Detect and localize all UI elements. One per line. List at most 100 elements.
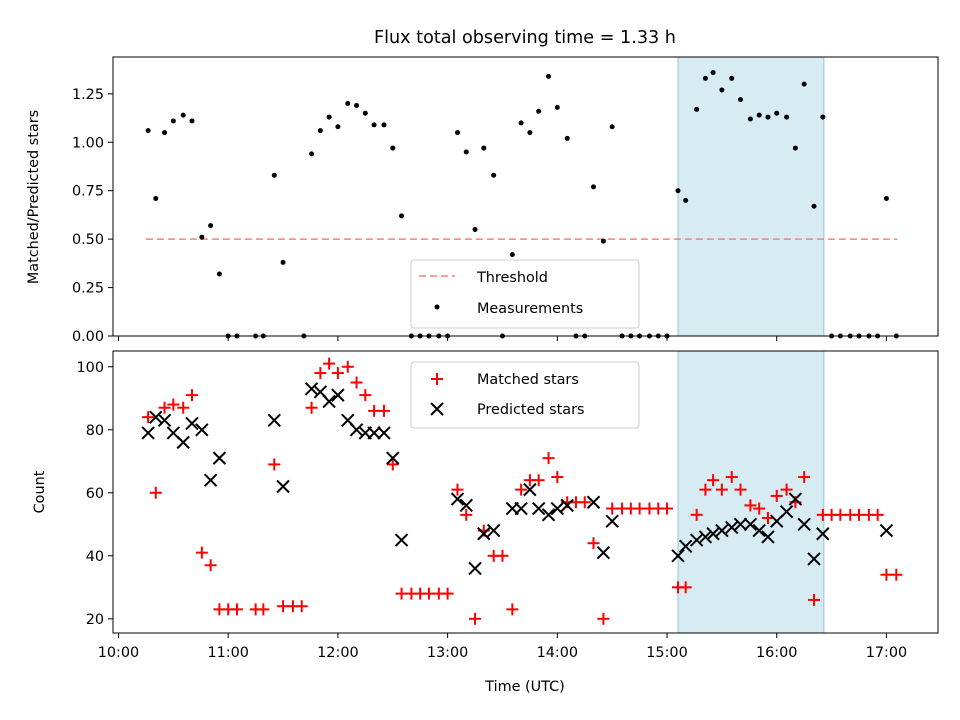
- predicted-star-point: [203, 473, 218, 487]
- measurement-point: [317, 128, 323, 134]
- matched-star-point: [167, 398, 180, 411]
- matched-star-point: [158, 401, 171, 414]
- predicted-star-point: [879, 523, 894, 538]
- measurement-point: [162, 130, 168, 136]
- measurement-point: [719, 87, 725, 93]
- matched-star-point: [734, 483, 747, 496]
- predicted-star-point: [349, 423, 364, 437]
- matched-star-point: [359, 389, 372, 402]
- measurement-point: [600, 238, 606, 244]
- matched-star-point: [753, 502, 766, 515]
- matched-star-point: [469, 612, 482, 625]
- matched-star-point: [798, 471, 811, 484]
- threshold-legend-label: Threshold: [476, 270, 548, 286]
- predicted-star-point: [367, 426, 381, 440]
- predicted-star-point: [586, 495, 601, 509]
- predicted-star-point: [779, 504, 794, 519]
- measurement-point: [784, 114, 790, 120]
- matched-star-point: [871, 508, 884, 521]
- predicted-star-point: [715, 523, 729, 538]
- matched-star-point: [451, 483, 464, 496]
- measurement-point: [472, 226, 478, 232]
- measurement-point: [675, 188, 681, 194]
- bottom-y-tick-label: 40: [86, 549, 104, 565]
- matched-star-point: [460, 508, 473, 521]
- measurement-point: [820, 114, 826, 120]
- chart-title: Flux total observing time = 1.33 h: [374, 28, 676, 48]
- matched-star-point: [177, 401, 190, 414]
- matched-star-point: [441, 587, 454, 600]
- matched-star-point: [808, 593, 821, 606]
- measurement-point: [774, 110, 780, 116]
- measurement-point: [536, 108, 542, 114]
- bottom-legend: Matched stars Predicted stars: [410, 361, 640, 429]
- matched-star-point: [305, 401, 318, 414]
- predicted-legend-marker: [430, 402, 444, 416]
- measurement-point: [326, 114, 332, 120]
- top-legend: Threshold Measurements: [410, 259, 640, 329]
- predicted-star-point: [541, 508, 556, 522]
- measurement-point: [591, 184, 597, 190]
- measurement-point: [564, 135, 570, 141]
- matched-star-point: [715, 483, 728, 496]
- predicted-star-point: [560, 498, 574, 513]
- x-tick-label: 10:00: [98, 645, 139, 661]
- bottom-axis-ticks: 10:00 11:00 12:00 13:00 14:00 15:00 16:00 17:00…: [77, 360, 908, 661]
- predicted-star-point: [743, 517, 758, 532]
- matched-star-point: [331, 367, 344, 380]
- matched-star-point: [725, 471, 738, 484]
- predicted-star-point: [531, 501, 546, 516]
- measurement-point: [738, 97, 744, 103]
- top-legend-box: [410, 259, 640, 329]
- predicted-star-point: [212, 451, 227, 465]
- predicted-star-point: [450, 492, 465, 506]
- matched-star-point: [323, 357, 336, 370]
- x-tick-label: 16:00: [756, 645, 797, 661]
- top-y-tick-label: 1.25: [72, 87, 104, 103]
- x-tick-label: 15:00: [646, 645, 687, 661]
- measurement-point: [747, 116, 753, 122]
- predicted-star-point: [698, 530, 713, 544]
- measurement-point: [609, 124, 615, 130]
- measurement-point: [765, 114, 771, 120]
- measurement-point: [683, 197, 689, 203]
- matched-star-point: [204, 559, 217, 572]
- measurement-point: [362, 110, 368, 116]
- count-points: [141, 357, 903, 625]
- matched-star-point: [587, 537, 600, 550]
- top-y-tick-label: 1.00: [72, 135, 104, 151]
- predicted-star-point: [689, 533, 704, 547]
- x-tick-label: 14:00: [537, 645, 578, 661]
- predicted-star-point: [816, 527, 830, 541]
- predicted-legend-label: Predicted stars: [477, 402, 585, 418]
- matched-star-point: [350, 376, 363, 389]
- measurement-point: [335, 124, 341, 130]
- bottom-y-axis-label: Count: [32, 470, 48, 513]
- bottom-legend-box: [410, 361, 640, 429]
- predicted-star-point: [386, 451, 400, 465]
- bottom-axes-frame: [112, 350, 939, 634]
- measurements-legend-label: Measurements: [477, 301, 583, 317]
- matched-star-point: [185, 389, 198, 402]
- matched-star-point: [341, 360, 354, 373]
- measurement-point: [702, 75, 708, 81]
- bottom-y-tick-label: 20: [86, 612, 104, 628]
- predicted-star-point: [788, 492, 803, 506]
- bottom-y-tick-label: 100: [77, 360, 104, 376]
- measurement-point: [883, 195, 889, 201]
- measurement-point: [463, 149, 469, 155]
- measurement-point: [345, 101, 351, 106]
- matched-star-point: [377, 404, 390, 417]
- top-panel: 0.00 0.25 0.50 0.75 1.00 1.25 Matched/Predict…: [26, 56, 939, 345]
- matched-star-point: [890, 568, 903, 581]
- matched-star-point: [532, 474, 545, 487]
- measurement-point: [371, 122, 377, 128]
- predicted-star-point: [322, 394, 336, 409]
- x-axis-label: Time (UTC): [484, 679, 565, 695]
- matched-star-point: [386, 458, 399, 471]
- measurement-point: [216, 271, 222, 277]
- measurement-point: [271, 172, 277, 178]
- matched-star-point: [744, 499, 757, 512]
- measurement-point: [180, 112, 186, 118]
